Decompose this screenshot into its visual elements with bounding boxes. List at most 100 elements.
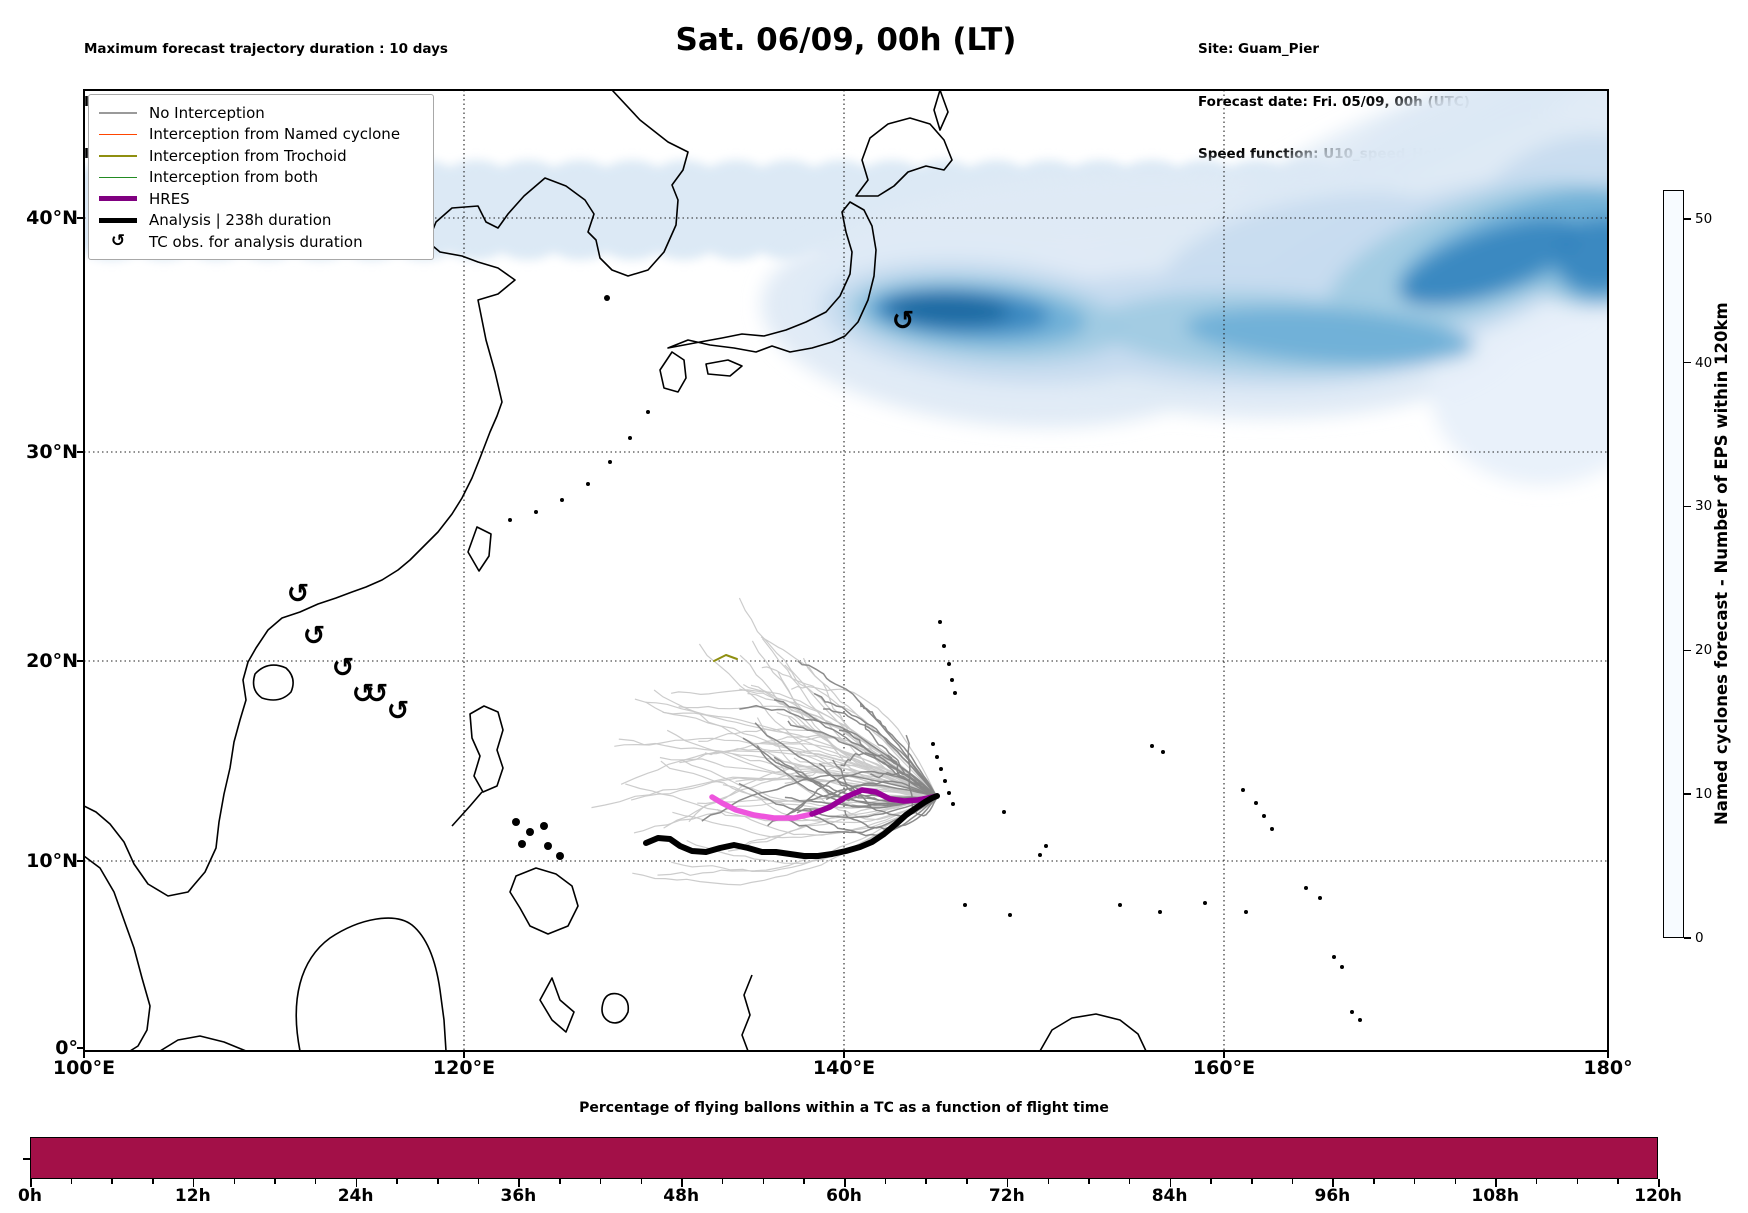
bottom-axis-major-tick: [1658, 1179, 1660, 1187]
island-dots: [508, 295, 1362, 1022]
bottom-axis-major-tick: [1332, 1179, 1334, 1187]
bottom-axis-major-tick: [844, 1179, 846, 1187]
axis-ticks: [77, 217, 1609, 1058]
legend: No Interception Interception from Named c…: [88, 94, 434, 260]
x-tick-label: 120°E: [432, 1057, 496, 1079]
y-tick-label: 30°N: [26, 441, 78, 463]
bottom-axis-tick-label: 12h: [174, 1186, 211, 1206]
y-tick-label: 20°N: [26, 650, 78, 672]
coastlines: [84, 90, 1147, 1051]
bottom-axis-tick-label: 108h: [1471, 1186, 1519, 1206]
bottom-axis-major-tick: [355, 1179, 358, 1187]
bottom-axis-minor-tick: [721, 1179, 724, 1184]
bottom-axis-minor-tick: [152, 1179, 154, 1184]
colorbar-tick-label: 40: [1695, 354, 1713, 371]
bottom-axis-major-tick: [518, 1179, 520, 1187]
bottom-axis-y-tick: [23, 1158, 30, 1160]
bottom-axis-minor-tick: [640, 1179, 642, 1184]
bottom-axis-minor-tick: [437, 1179, 439, 1184]
bottom-axis-minor-tick: [1088, 1179, 1090, 1184]
bottom-axis-minor-tick: [1535, 1179, 1538, 1184]
bottom-axis-minor-tick: [233, 1179, 235, 1184]
bottom-axis-minor-tick: [884, 1179, 887, 1184]
graticule: [84, 90, 1608, 1051]
colorbar-tick-label: 10: [1695, 786, 1713, 803]
bottom-axis-minor-tick: [1617, 1179, 1619, 1184]
bottom-axis-minor-tick: [966, 1179, 968, 1184]
legend-line-swatch: [99, 217, 137, 223]
y-tick-label: 10°N: [26, 850, 78, 872]
bottom-axis-minor-tick: [599, 1179, 602, 1184]
bottom-axis-minor-tick: [274, 1179, 276, 1184]
y-tick-label: 40°N: [26, 207, 78, 229]
colorbar: [1663, 190, 1684, 938]
bottom-axis-minor-tick: [1210, 1179, 1212, 1184]
cyclone-density-heatmap: [84, 90, 1608, 486]
legend-item-label: HRES: [149, 189, 190, 208]
bottom-axis-minor-tick: [111, 1179, 113, 1184]
legend-item-label: Interception from both: [149, 168, 319, 187]
bottom-axis-minor-tick: [803, 1179, 805, 1184]
x-tick-label: 100°E: [52, 1057, 116, 1079]
bottom-axis-major-tick: [1495, 1179, 1497, 1187]
legend-item: HRES: [99, 188, 423, 210]
bottom-axis-tick-label: 48h: [663, 1186, 700, 1206]
bottom-axis-tick-label: 96h: [1314, 1186, 1351, 1206]
colorbar-tick: [1684, 505, 1691, 508]
colorbar-tick-label: 30: [1695, 498, 1713, 515]
bottom-axis-tick-label: 0h: [18, 1186, 42, 1206]
svg-text:↺: ↺: [332, 653, 355, 684]
page-title: Sat. 06/09, 00h (LT): [675, 22, 1017, 58]
legend-item: No Interception: [99, 102, 423, 124]
colorbar-tick: [1684, 937, 1691, 939]
bottom-axis-tick-label: 24h: [337, 1186, 374, 1206]
colorbar-tick-label: 50: [1695, 210, 1713, 227]
bottom-axis-tick-label: 36h: [500, 1186, 537, 1206]
bottom-axis-minor-tick: [1373, 1179, 1375, 1184]
colorbar-tick: [1684, 649, 1691, 652]
legend-item-label: Analysis | 238h duration: [149, 211, 332, 230]
colorbar-tick: [1684, 361, 1691, 364]
legend-line-swatch: [99, 196, 137, 202]
svg-text:↺: ↺: [287, 579, 310, 610]
map-frame: [83, 89, 1609, 1052]
bottom-axis-minor-tick: [314, 1179, 317, 1184]
legend-line-swatch: [99, 133, 137, 135]
legend-item: Analysis | 238h duration: [99, 210, 423, 232]
bottom-axis-tick-label: 84h: [1151, 1186, 1188, 1206]
bottom-axis-major-tick: [192, 1179, 195, 1187]
bottom-axis-minor-tick: [477, 1179, 480, 1184]
y-tick-label: 0°: [55, 1037, 78, 1059]
legend-item: Interception from Named cyclone: [99, 124, 423, 146]
legend-line-swatch: [99, 112, 137, 114]
x-tick-label: 140°E: [812, 1057, 876, 1079]
tc-symbol-icon: ↺: [110, 231, 126, 252]
bottom-axis-tick-label: 120h: [1634, 1186, 1682, 1206]
header-line: Site: Guam_Pier: [1198, 41, 1320, 57]
bottom-axis-minor-tick: [396, 1179, 398, 1184]
header-line: Maximum forecast trajectory duration : 1…: [84, 41, 448, 57]
highlighted-trajectories: [643, 654, 940, 859]
bottom-axis-major-tick: [1169, 1179, 1172, 1187]
svg-text:↺: ↺: [387, 696, 410, 727]
legend-line-swatch: [99, 176, 137, 178]
colorbar-tick-label: 20: [1695, 642, 1713, 659]
bottom-axis-minor-tick: [762, 1179, 765, 1184]
bottom-axis-tick-label: 72h: [988, 1186, 1025, 1206]
bottom-axis-minor-tick: [559, 1179, 561, 1184]
legend-item-label: Interception from Named cyclone: [149, 125, 401, 144]
bottom-axis-minor-tick: [1128, 1179, 1131, 1184]
bottom-axis-minor-tick: [1047, 1179, 1049, 1184]
svg-text:↺: ↺: [892, 306, 915, 337]
bottom-axis-minor-tick: [1251, 1179, 1253, 1184]
bottom-axis-minor-tick: [925, 1179, 927, 1184]
bottom-axis-minor-tick: [1413, 1179, 1416, 1184]
bottom-axis-minor-tick: [1454, 1179, 1456, 1184]
x-tick-label: 180°: [1583, 1057, 1633, 1079]
legend-item: ↺ TC obs. for analysis duration: [99, 231, 423, 253]
tc-obs-symbols: ↺↺↺↺↺↺↺: [287, 306, 915, 727]
colorbar-tick: [1684, 218, 1691, 220]
bottom-axis-minor-tick: [1576, 1179, 1579, 1184]
